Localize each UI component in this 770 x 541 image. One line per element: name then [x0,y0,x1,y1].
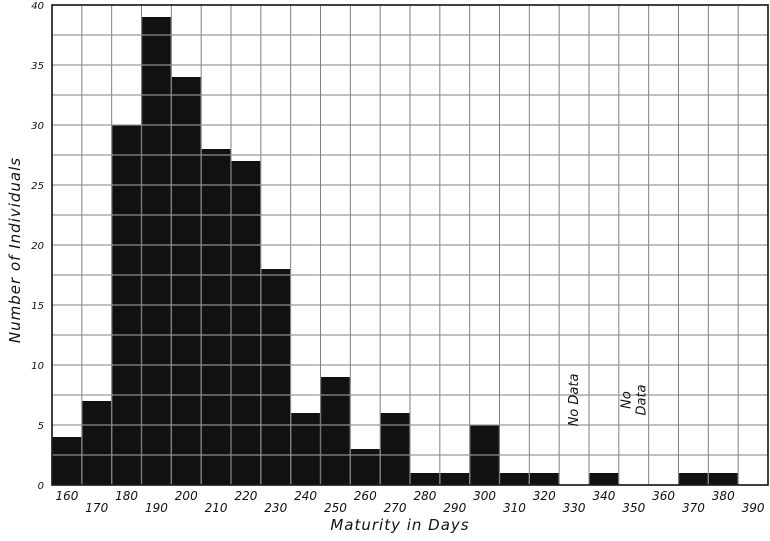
annotations: No Data No Data [567,374,649,427]
x-axis-label: Maturity in Days [330,516,469,534]
y-tick-label: 15 [31,301,44,312]
x-tick-label: 210 [205,501,228,515]
x-tick-label: 390 [742,501,765,515]
y-tick-label: 0 [38,481,44,492]
bar-280 [410,473,440,485]
bar-380 [708,473,739,485]
x-tick-label: 180 [115,489,138,503]
x-tick-label: 320 [533,489,556,503]
x-tick-label: 170 [85,501,108,515]
bar-240 [290,413,321,485]
bar-290 [439,473,470,485]
y-tick-label: 35 [31,61,44,72]
y-tick-label: 20 [31,241,44,252]
x-tick-label: 360 [652,489,675,503]
x-tick-label: 350 [622,501,645,515]
x-tick-label: 160 [55,489,78,503]
bar-310 [499,473,530,485]
bar-170 [81,401,112,485]
bar-320 [529,473,560,485]
x-tick-label: 230 [264,501,287,515]
bar-200 [171,77,202,485]
y-tick-labels: 0 5 10 15 20 25 30 35 40 [31,1,44,492]
x-tick-label: 190 [145,501,168,515]
x-tick-label: 260 [354,489,377,503]
grid-lines [51,4,769,486]
x-tick-label: 380 [712,489,735,503]
bar-270 [380,413,410,485]
y-tick-label: 25 [31,181,44,192]
no-data-annotation: No Data [567,374,582,427]
x-tick-label: 290 [443,501,466,515]
bar-340 [589,473,619,485]
x-tick-label: 370 [682,501,705,515]
bar-220 [231,161,261,485]
bar-230 [260,269,291,485]
x-tick-label: 240 [294,489,317,503]
bar-210 [201,149,231,485]
y-tick-label: 5 [38,421,44,432]
y-axis-label: Number of Individuals [6,157,24,343]
x-tick-label: 310 [503,501,526,515]
plot-frame [51,4,769,486]
x-tick-label: 330 [563,501,586,515]
x-tick-label: 270 [384,501,407,515]
y-tick-label: 10 [31,361,44,372]
x-tick-label: 250 [324,501,347,515]
bar-370 [678,473,709,485]
no-data-annotation: Data [634,384,649,415]
bar-160 [52,437,82,485]
x-tick-label: 200 [175,489,198,503]
bar-190 [141,17,172,485]
x-tick-label: 220 [234,489,257,503]
y-tick-label: 40 [31,1,44,12]
x-tick-label: 340 [592,489,615,503]
x-tick-label: 300 [473,489,496,503]
x-tick-label: 280 [413,489,436,503]
bar-250 [320,377,351,485]
x-tick-labels: 160 170 180 190 200 210 220 230 240 250 260 270 280 2… [55,489,764,515]
y-tick-label: 30 [31,121,44,132]
no-data-annotation: No [619,391,634,409]
